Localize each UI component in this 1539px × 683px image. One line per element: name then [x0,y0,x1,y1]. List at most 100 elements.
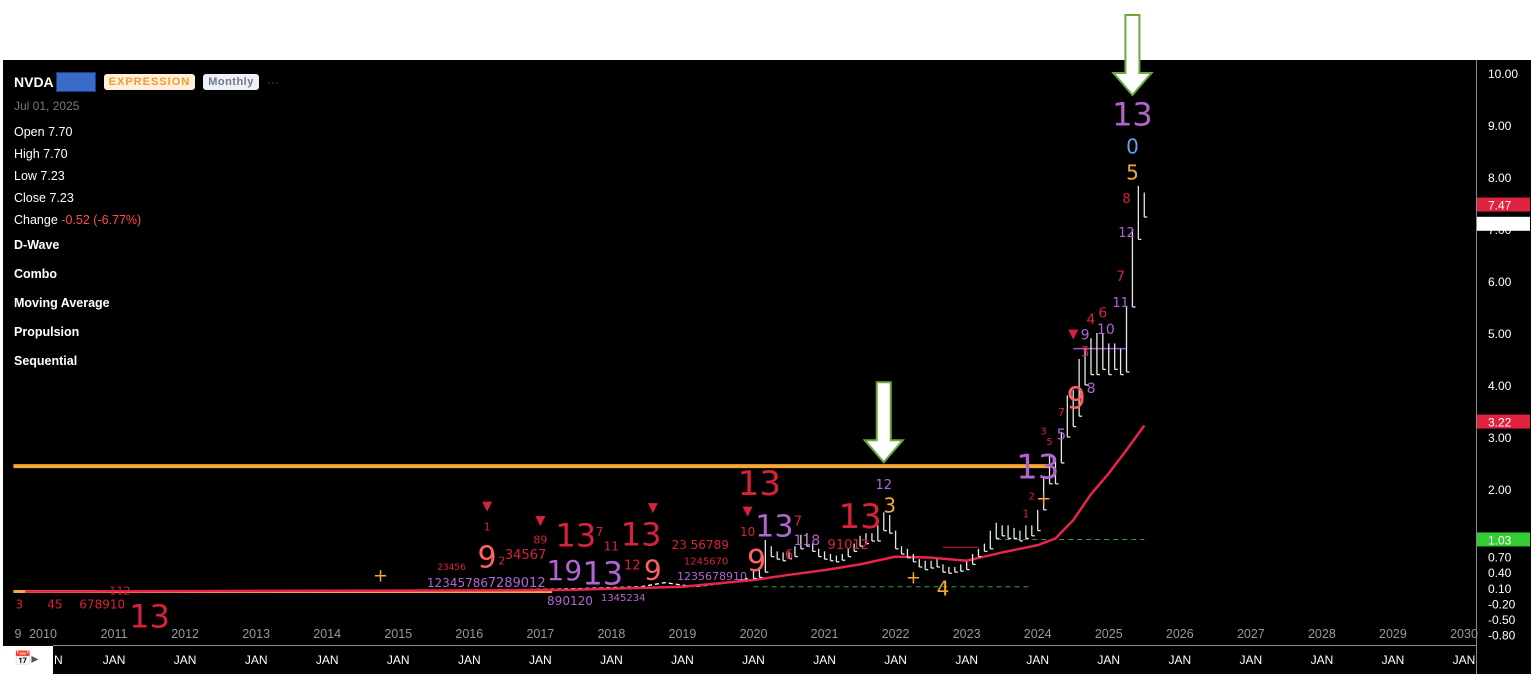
x-month-label: JAN [387,653,410,667]
y-axis-panel[interactable] [1477,60,1531,674]
moving-average-line [25,424,1146,593]
x-month-label: JAN [1240,653,1263,667]
y-tick-label: 9.00 [1488,119,1512,133]
x-year-label: 2016 [455,627,483,641]
sequential-count-label: 112 [109,585,130,598]
x-year-label: 2027 [1237,627,1265,641]
price-tag-label: 1.03 [1488,533,1512,547]
sequential-count-label: ▼ [535,513,545,528]
x-year-label: 9 [15,627,22,641]
price-tag-background [1477,216,1530,231]
x-month-label: N [54,653,63,667]
sequential-count-label: 89 [533,534,547,547]
x-month-label: JAN [1168,653,1191,667]
y-tick-label: 5.00 [1488,327,1512,341]
y-tick-label: 8.00 [1488,171,1512,185]
date-range-box[interactable] [3,646,53,674]
x-year-label: 2018 [597,627,625,641]
sequential-count-label: 7 [794,514,802,529]
price-tag-background [1477,197,1530,212]
sequential-count-label: 8 [1087,381,1096,397]
x-year-label: 2028 [1308,627,1336,641]
sequential-count-label: 13 [755,509,793,544]
price-tag-label: 3.22 [1488,416,1512,430]
sequential-count-label: 13 [556,516,597,554]
x-year-label: 2017 [526,627,554,641]
sequential-count-label: 34567 [505,548,546,563]
indicator-d-wave[interactable]: D-Wave [14,238,60,252]
y-tick-label: 6.00 [1488,275,1512,289]
sequential-count-label: 12345786 [427,576,488,590]
sequential-count-label: 9 [1081,327,1090,343]
x-year-label: 2019 [669,627,697,641]
down-arrow-icon [862,381,905,464]
sequential-count-label: 11 [604,539,619,553]
x-year-label: 2026 [1166,627,1194,641]
price-tag-background [1477,414,1530,429]
indicator-moving-average[interactable]: Moving Average [14,296,110,310]
close-row: Close 7.23 [14,187,279,209]
y-tick-label: 0.70 [1488,551,1512,565]
indicator-sequential[interactable]: Sequential [14,354,78,368]
open-label: Open [14,125,45,139]
sequential-count-label: 4 [1087,312,1096,328]
sequential-count-label: 678910 [79,598,125,612]
x-month-label: JAN [1097,653,1120,667]
high-row: High 7.70 [14,143,279,165]
low-label: Low [14,169,37,183]
x-month-label: JAN [671,653,694,667]
y-tick-label: -0.20 [1488,597,1516,611]
x-month-label: JAN [174,653,197,667]
indicator-combo[interactable]: Combo [14,267,58,281]
x-month-label: JAN [1311,653,1334,667]
change-value: -0.52 (-6.77%) [61,213,142,227]
indicator-propulsion[interactable]: Propulsion [14,325,80,339]
legend-panel: NVDA EXPRESSION Monthly ··· Jul 01, 2025… [14,72,279,376]
chart-background [3,60,1476,674]
price-tag-background [1477,532,1530,547]
price-tag-label: 7.47 [1488,199,1512,213]
low-row: Low 7.23 [14,165,279,187]
sequential-count-label: 10 [1097,322,1115,338]
sequential-count-label: ▼ [482,499,492,514]
open-value: 7.70 [48,125,73,139]
sequential-count-label: 9 [1067,381,1086,416]
more-options-icon[interactable]: ··· [266,75,279,89]
sequential-count-label: 0 [1126,135,1139,159]
sequential-count-label: 12 [875,478,892,493]
x-month-label: JAN [103,653,126,667]
change-row: Change -0.52 (-6.77%) [14,209,279,231]
sequential-count-label: 5 [1126,161,1139,185]
sequential-count-label: 13 [582,555,623,593]
x-month-label: JAN [1453,653,1476,667]
sequential-count-label: 12 [1118,226,1135,241]
sequential-count-label: + [906,568,921,589]
price-tag [1477,216,1530,231]
symbol-label[interactable]: NVDA [14,74,54,90]
x-year-label: 2011 [101,627,128,641]
x-year-label: 2014 [313,627,341,641]
calendar-icon[interactable]: 📅▸ [14,650,39,666]
sequential-count-label: 13 [621,515,662,553]
sequential-count-label: 13 [1016,447,1059,487]
x-year-label: 2030 [1450,627,1478,641]
sequential-count-label: 2 [498,554,505,567]
x-year-label: 2023 [953,627,981,641]
sequential-count-label: 23 56789 [672,538,729,552]
x-month-label: JAN [955,653,978,667]
y-tick-label: 3.00 [1488,431,1512,445]
expression-badge[interactable]: EXPRESSION [103,74,196,90]
x-year-label: 2013 [242,627,270,641]
y-tick-label: 4.00 [1488,379,1512,393]
x-month-label: JAN [1382,653,1405,667]
sequential-count-label: 5 [1057,426,1067,444]
change-label: Change [14,213,58,227]
x-month-label: JAN [600,653,623,667]
x-year-label: 2010 [29,627,57,641]
sequential-count-label: 1345234 [601,593,646,604]
interval-badge[interactable]: Monthly [203,74,259,90]
x-month-label: JAN [813,653,836,667]
sequential-count-label: 45 [47,598,62,612]
y-tick-label: -0.50 [1488,613,1516,627]
